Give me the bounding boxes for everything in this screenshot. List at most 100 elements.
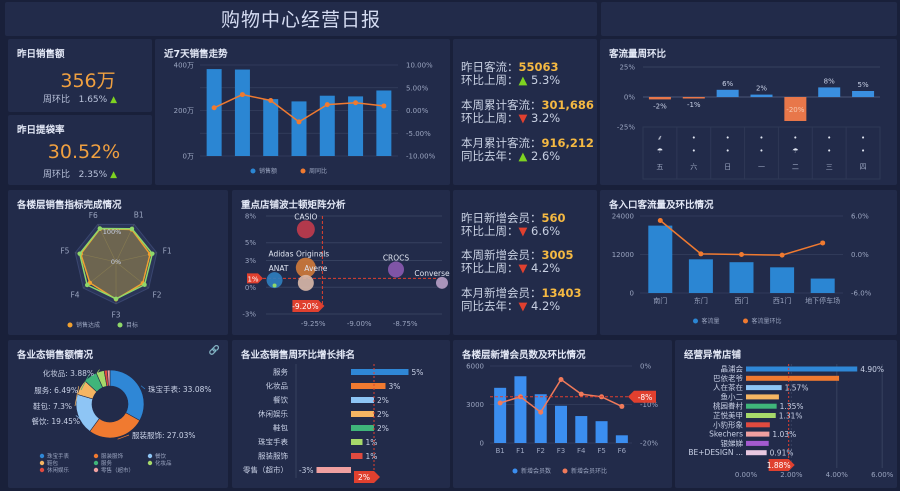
arrow-down-icon: ▼ <box>518 299 528 313</box>
bar <box>351 411 374 417</box>
legend-label: 零售（超市） <box>101 466 134 474</box>
category-label: 餐饮 <box>273 395 288 405</box>
day-label: 六 <box>690 162 697 171</box>
legend-label: 化妆品 <box>155 459 172 467</box>
line-point <box>538 409 544 415</box>
x-tick-label: 6.00% <box>871 471 894 479</box>
bubble-label: Adidas Originals <box>268 250 329 259</box>
bar <box>534 394 547 443</box>
traffic-kpi-panel: 昨日客流：55063 环比上周：▲ 5.3% 本周累计客流：301,686 环比上周：… <box>453 39 597 185</box>
bar <box>682 97 705 99</box>
x-tick-label: F2 <box>536 447 544 455</box>
bar <box>376 90 392 156</box>
bubble-point <box>296 220 315 239</box>
x-tick-label: -9.00% <box>347 320 372 328</box>
clear-weather-icon: • <box>692 147 696 155</box>
header-bar: 购物中心经营日报 <box>5 2 597 36</box>
bar <box>351 453 363 459</box>
y-tick-label: 3000 <box>466 401 484 409</box>
bar <box>206 69 222 156</box>
axis-label: F2 <box>152 291 161 300</box>
kpi-line: 本周累计客流：301,686 <box>461 97 594 113</box>
clear-weather-icon: • <box>793 134 797 142</box>
y2-tick-label: 6.0% <box>851 213 869 221</box>
tick-label: 0% <box>111 258 121 266</box>
bar-label: 1.57% <box>785 384 809 393</box>
leader-line <box>75 415 84 422</box>
bar-label: -1% <box>687 101 701 109</box>
bar <box>648 97 671 100</box>
legend-marker <box>147 460 153 466</box>
slice-label: 服务: 6.49% <box>34 385 78 395</box>
bubble-label: CROCS <box>383 253 410 262</box>
sales7-panel: 近7天销售走势 0万 200万 400万 -10.00% -5.00% 0.00% 5.00%… <box>155 39 450 185</box>
kpi-pct: 4.2% <box>531 299 561 313</box>
arrow-up-icon: ▲ <box>518 149 528 163</box>
x-tick-label: 南门 <box>653 296 667 305</box>
bar <box>291 101 307 156</box>
leader-line <box>80 374 90 391</box>
x-tick-label: 东门 <box>694 296 708 305</box>
bar <box>351 425 374 431</box>
leader-line <box>117 434 130 440</box>
day-label: 一 <box>758 163 765 171</box>
line-point <box>657 217 663 223</box>
legend-marker <box>93 467 99 473</box>
leader-line <box>140 385 146 390</box>
bar-label: 1.03% <box>772 430 796 439</box>
line-point <box>779 252 785 258</box>
bar-label: 2% <box>756 85 767 93</box>
panel-title: 各楼层新增会员数及环比情况 <box>462 350 586 361</box>
legend-label: 周同比 <box>309 167 327 175</box>
kpi-pct: 3.2% <box>531 111 561 125</box>
legend-label: 目标 <box>126 321 138 329</box>
arrow-up-icon: ▲ <box>110 170 117 180</box>
bubble-point <box>388 261 404 278</box>
day-label: 五 <box>656 163 663 171</box>
legend-marker <box>39 467 45 473</box>
radar-point <box>77 251 82 256</box>
line-point <box>239 92 245 98</box>
line-point <box>698 251 704 257</box>
panel-title: 各业态销售额情况 <box>17 350 94 361</box>
bubble-panel: 重点店铺波士顿矩阵分析 -3% 0% 3% 5% 8% -9.25% -9.00% -8.75%… <box>232 190 450 335</box>
legend-marker <box>39 453 45 459</box>
kpi-pct: 5.3% <box>531 73 561 87</box>
category-label: 零售（超市） <box>243 465 288 475</box>
slice-label: 化妆品: 3.88% <box>43 368 94 378</box>
arrow-down-icon: ▼ <box>518 111 528 125</box>
y2-tick-label: -20% <box>640 440 658 448</box>
kpi-compare-label: 环比上周： <box>461 224 519 238</box>
x-tick-label: 西门 <box>735 296 749 305</box>
line-point <box>497 400 503 406</box>
panel-title: 各业态销售周环比增长排名 <box>241 350 356 361</box>
rank-chart: 服务 5% 化妆品 3% 餐饮 2% 休闲娱乐 2% 鞋包 2% 珠宝手表 1% 服装服饰 1% 零售（超市… <box>243 364 423 483</box>
bubble-point <box>297 274 314 291</box>
category-label: 鱼小二 <box>721 391 744 401</box>
bar <box>234 69 250 156</box>
axis-label: B1 <box>134 211 144 220</box>
kpi-line: 昨日客流：55063 <box>461 59 559 75</box>
ratio-value: 1.65% <box>78 95 108 105</box>
donut-panel: 各业态销售额情况 🔗 珠宝手表: 33.08% 珠宝手表 服装服饰: 27.03% 服装服… <box>8 340 228 488</box>
bar-label: -3% <box>299 466 314 475</box>
radar-point <box>113 296 119 302</box>
kpi-value: 560 <box>541 211 566 225</box>
kpi-label: 昨日新增会员： <box>461 211 542 225</box>
kpi-value: 55063 <box>518 60 559 74</box>
mark-tag <box>768 459 795 471</box>
ratio-label: 周环比 <box>43 170 71 180</box>
y2-tick-label: 0% <box>640 363 651 371</box>
kpi-label: 本周新增会员： <box>461 248 542 262</box>
category-label: 桃园眷村 <box>713 401 743 411</box>
x-tick-label: F6 <box>618 447 627 455</box>
link-icon[interactable]: 🔗 <box>208 346 220 356</box>
clear-weather-icon: • <box>759 134 763 142</box>
kpi-compare-label: 同比去年： <box>461 299 519 313</box>
bar-label: 2% <box>377 410 389 419</box>
y2-tick-label: 0.00% <box>406 107 429 115</box>
slice-label: 餐饮: 19.45% <box>31 416 80 426</box>
panel-title: 经营异常店铺 <box>684 350 742 361</box>
kpi-compare: 同比去年：▲ 2.6% <box>461 148 560 164</box>
bar <box>746 422 770 428</box>
